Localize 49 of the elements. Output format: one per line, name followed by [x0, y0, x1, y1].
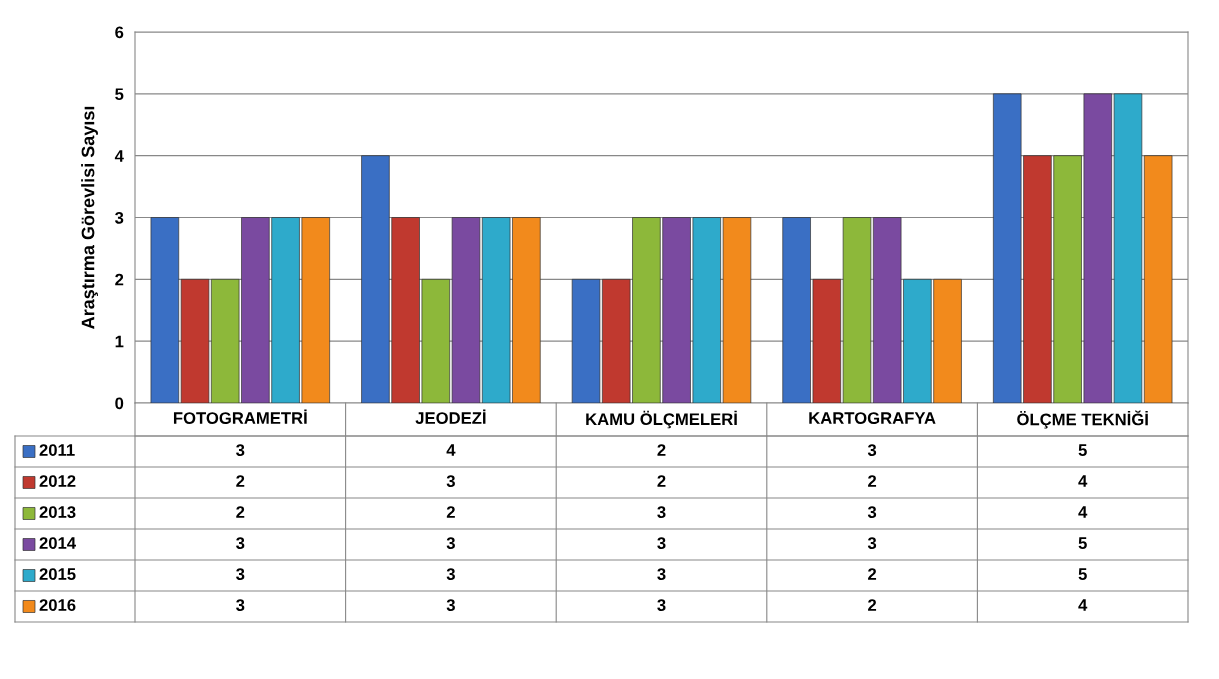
data-label: 3: [446, 568, 455, 580]
data-label: 2: [868, 475, 877, 487]
y-tick-label: 3: [115, 211, 124, 224]
data-label: 3: [236, 444, 245, 456]
data-label: 3: [236, 599, 245, 611]
y-tick-label: 4: [114, 150, 124, 162]
legend-label: 2013: [39, 506, 76, 518]
data-label: 5: [1078, 568, 1087, 580]
legend-label: 2011: [39, 444, 75, 456]
data-label: 3: [867, 444, 877, 456]
legend-label: 2016: [39, 599, 76, 611]
legend-label: 2014: [39, 537, 76, 549]
y-tick-label: 0: [115, 397, 124, 410]
data-label: 3: [446, 599, 455, 611]
data-label: 3: [236, 568, 245, 580]
data-label: 3: [657, 599, 666, 611]
x-tick-label: KAMU ÖLÇMELERİ: [586, 410, 737, 429]
data-label: 4: [1078, 599, 1088, 611]
data-label: 3: [867, 506, 877, 518]
data-label: 3: [657, 506, 666, 518]
x-tick-label: FOTOGRAMETRİ: [173, 409, 307, 424]
data-label: 2: [657, 444, 666, 456]
y-tick-label: 6: [115, 26, 124, 39]
data-label: 3: [657, 568, 666, 580]
data-label: 2: [868, 599, 877, 611]
data-label: 3: [236, 537, 245, 549]
data-label: 3: [867, 537, 877, 549]
y-tick-label: 2: [115, 273, 124, 286]
data-label: 2: [446, 506, 455, 518]
data-label: 2: [236, 475, 245, 487]
data-label: 3: [446, 475, 455, 487]
x-tick-label: ÖLÇME TEKNİĞİ: [1017, 410, 1148, 429]
data-label: 3: [446, 537, 455, 549]
y-tick-label: 5: [115, 88, 124, 101]
data-label: 5: [1078, 537, 1087, 549]
x-tick-label: KARTOGRAFYA: [809, 412, 936, 424]
data-label: 2: [236, 506, 245, 518]
data-label: 3: [657, 537, 666, 549]
data-label: 5: [1078, 444, 1087, 456]
legend-label: 2015: [39, 568, 76, 580]
data-label: 2: [657, 475, 666, 487]
legend-label: 2012: [39, 475, 76, 487]
y-axis-title: Araştırma Görevlisi Sayısı: [81, 106, 98, 329]
data-label: 4: [446, 444, 456, 456]
data-label: 2: [868, 568, 877, 580]
y-tick-label: 1: [115, 335, 124, 348]
x-tick-label: JEODEZİ: [415, 409, 486, 424]
data-label: 4: [1078, 475, 1088, 487]
data-label: 4: [1078, 506, 1088, 518]
